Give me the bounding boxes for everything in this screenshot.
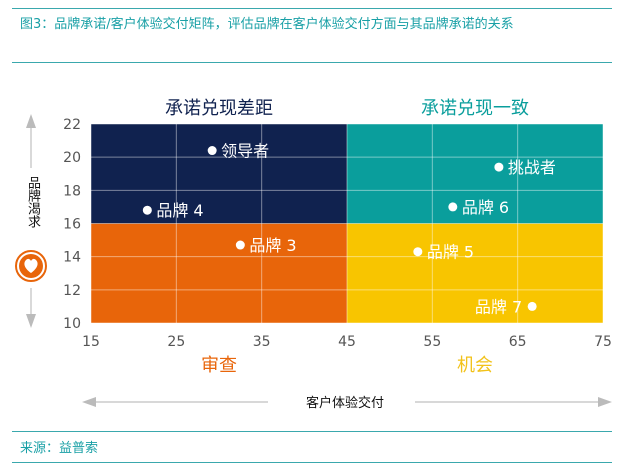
x-tick-label: 15	[82, 334, 100, 350]
y-tick-label: 22	[63, 117, 81, 133]
arrow-left-icon	[82, 397, 96, 407]
quadrant-1	[347, 124, 603, 224]
point-label: 品牌 7	[475, 297, 522, 316]
x-tick-label: 35	[253, 334, 271, 350]
data-point	[207, 146, 217, 156]
data-point	[448, 202, 458, 212]
x-tick-label: 55	[423, 334, 441, 350]
y-axis-label: 品牌渴求	[25, 176, 40, 228]
data-point	[494, 162, 504, 172]
data-point	[527, 301, 537, 311]
data-point	[413, 247, 423, 257]
point-label: 品牌 5	[427, 243, 474, 262]
y-tick-label: 16	[63, 217, 81, 233]
bottom-rule	[12, 462, 612, 463]
point-label: 品牌 3	[249, 236, 296, 255]
point-label: 品牌 6	[462, 198, 509, 217]
y-tick-label: 12	[63, 283, 81, 299]
title-rule	[12, 62, 612, 63]
data-point	[142, 205, 152, 215]
point-label: 挑战者	[508, 158, 556, 177]
top-rule	[12, 8, 612, 9]
data-point	[235, 240, 245, 250]
x-tick-label: 75	[594, 334, 612, 350]
quadrant-label: 承诺兑现差距	[165, 98, 273, 119]
x-tick-label: 45	[338, 334, 356, 350]
y-tick-label: 18	[63, 183, 81, 199]
arrow-up-icon	[26, 114, 36, 128]
x-axis-label: 客户体验交付	[306, 395, 384, 411]
source-rule	[12, 431, 612, 432]
quadrant-3	[347, 223, 603, 323]
arrow-down-icon	[26, 314, 36, 328]
point-label: 品牌 4	[156, 201, 203, 220]
x-tick-label: 65	[509, 334, 527, 350]
figure-title: 图3：品牌承诺/客户体验交付矩阵，评估品牌在客户体验交付方面与其品牌承诺的关系	[20, 17, 514, 32]
heart-icon	[24, 258, 38, 273]
y-tick-label: 10	[63, 316, 81, 332]
quadrant-label: 机会	[457, 355, 493, 376]
y-tick-label: 20	[63, 150, 81, 166]
source-note: 来源：益普索	[20, 441, 99, 456]
quadrant-2	[91, 223, 347, 323]
x-tick-label: 25	[167, 334, 185, 350]
arrow-right-icon	[598, 397, 612, 407]
y-tick-label: 14	[63, 250, 81, 266]
point-label: 领导者	[221, 142, 269, 161]
quadrant-0	[91, 124, 347, 224]
quadrant-label: 审查	[201, 355, 237, 376]
quadrant-label: 承诺兑现一致	[421, 98, 529, 119]
